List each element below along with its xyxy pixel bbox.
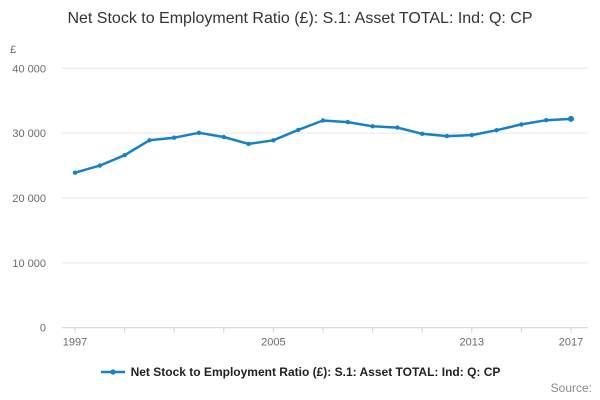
y-tick-label: 40 000 (12, 63, 46, 75)
data-point-marker[interactable] (345, 119, 350, 125)
data-point-marker[interactable] (519, 122, 524, 127)
y-tick-label: 10 000 (12, 258, 46, 270)
data-point-marker[interactable] (494, 128, 499, 133)
data-point-marker[interactable] (172, 135, 177, 140)
data-point-marker[interactable] (221, 134, 226, 140)
y-tick-label: 30 000 (12, 128, 46, 140)
data-point-marker[interactable] (196, 130, 202, 135)
legend-marker-icon (100, 369, 125, 375)
x-tick-label: 2017 (559, 337, 583, 349)
series-line[interactable] (73, 117, 573, 174)
legend-label: Net Stock to Employment Ratio (£): S.1: … (130, 365, 501, 379)
data-point-marker[interactable] (568, 115, 574, 122)
data-point-marker[interactable] (296, 127, 301, 133)
chart-title: Net Stock to Employment Ratio (£): S.1: … (67, 10, 533, 27)
x-tick-label: 2005 (261, 337, 285, 349)
source-label: Source: (550, 381, 592, 395)
data-point-marker[interactable] (320, 118, 326, 123)
data-point-marker[interactable] (97, 163, 103, 168)
data-point-marker[interactable] (370, 124, 375, 129)
data-point-marker[interactable] (444, 133, 450, 139)
data-point-marker[interactable] (147, 138, 152, 143)
data-point-marker[interactable] (469, 132, 474, 138)
data-point-marker[interactable] (246, 141, 251, 147)
x-tick-label: 1997 (63, 337, 87, 349)
x-tick-label: 2013 (460, 337, 484, 349)
y-tick-label: 0 (40, 323, 46, 335)
data-point-marker[interactable] (122, 153, 127, 158)
y-axis-unit-label: £ (10, 44, 17, 56)
data-point-marker[interactable] (420, 131, 425, 136)
data-point-marker[interactable] (395, 125, 400, 130)
legend-item[interactable]: Net Stock to Employment Ratio (£): S.1: … (0, 365, 600, 379)
data-point-marker[interactable] (72, 170, 78, 175)
data-point-marker[interactable] (271, 138, 276, 143)
y-tick-label: 20 000 (12, 193, 46, 205)
data-point-marker[interactable] (544, 118, 549, 123)
